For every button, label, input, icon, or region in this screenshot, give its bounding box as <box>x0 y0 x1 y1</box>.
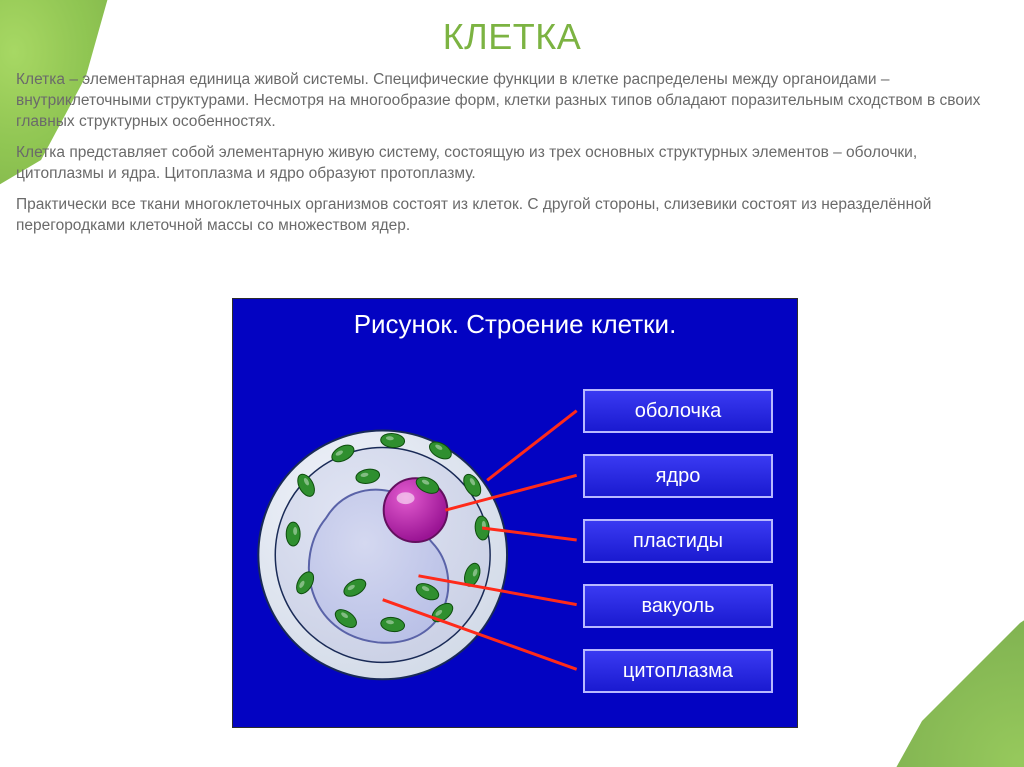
cell-part-label: пластиды <box>583 519 773 563</box>
slide-stage: КЛЕТКА Клетка – элементарная единица жив… <box>0 0 1024 767</box>
cell-part-label: вакуоль <box>583 584 773 628</box>
leaf-decoration-bottom-right <box>824 567 1024 767</box>
cell-part-label: ядро <box>583 454 773 498</box>
paragraph: Практически все ткани многоклеточных орг… <box>16 195 1008 237</box>
cell-figure: Рисунок. Строение клетки. оболочка ядро пл… <box>232 298 798 728</box>
slide-content: КЛЕТКА Клетка – элементарная единица жив… <box>10 10 1014 246</box>
figure-canvas: оболочка ядро пластиды вакуоль цитоплазма <box>233 346 797 726</box>
slide-title: КЛЕТКА <box>10 16 1014 58</box>
paragraph: Клетка представляет собой элементарную ж… <box>16 143 1008 185</box>
cell-part-label: оболочка <box>583 389 773 433</box>
cell-part-label: цитоплазма <box>583 649 773 693</box>
figure-title: Рисунок. Строение клетки. <box>233 299 797 346</box>
paragraph: Клетка – элементарная единица живой сист… <box>16 70 1008 133</box>
